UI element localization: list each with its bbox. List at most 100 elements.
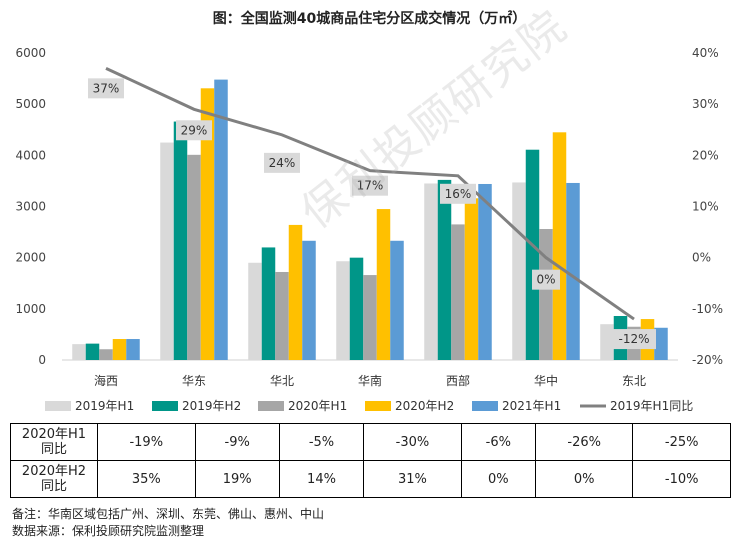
chart-canvas: 0 1000 2000 3000 4000 5000 6000 -20% -10% 0% 10% 2…	[15, 46, 723, 413]
data-label: -12%	[618, 332, 649, 346]
data-label: 37%	[93, 81, 120, 95]
bar	[525, 149, 540, 360]
yoy-cell: 19%	[194, 460, 280, 498]
data-label: 0%	[536, 273, 555, 287]
y-left-tick-label: 4000	[15, 148, 46, 162]
remark-note: 备注：华南区域包括广州、深圳、东莞、佛山、惠州、中山	[12, 507, 325, 521]
legend-label: 2019年H1	[75, 399, 134, 413]
yoy-line	[105, 66, 635, 321]
data-label-box	[88, 78, 124, 99]
data-label: 17%	[357, 179, 384, 193]
legend-swatch	[258, 401, 284, 411]
data-label: 16%	[445, 187, 472, 201]
legend-label: 2020年H1	[288, 399, 347, 413]
bar	[363, 275, 377, 360]
category-label: 西部	[446, 373, 470, 388]
y-left-tick-label: 0	[38, 353, 46, 367]
bar	[99, 349, 113, 360]
bar	[349, 257, 364, 360]
yoy-cell: 31%	[363, 460, 462, 498]
data-label-box	[532, 269, 560, 290]
y-right-tick-label: 20%	[692, 148, 719, 162]
legend-swatch	[365, 401, 391, 411]
legend-swatch	[472, 401, 498, 411]
yoy-row-label: 2020年H2 同比	[10, 460, 98, 498]
y-left-tick-label: 5000	[15, 97, 46, 111]
yoy-cell: -5%	[278, 423, 365, 461]
y-right-tick-label: -10%	[692, 302, 723, 316]
category-label: 华北	[270, 374, 294, 388]
bar	[451, 224, 465, 360]
data-label-box	[176, 120, 212, 141]
bar	[512, 182, 526, 360]
y-right-tick-label: 30%	[692, 97, 719, 111]
y-left-tick-label: 1000	[15, 302, 46, 316]
bar	[187, 154, 201, 360]
data-label: 29%	[181, 123, 208, 137]
data-label-box	[264, 152, 300, 173]
data-label: 24%	[269, 156, 296, 170]
legend-swatch	[152, 401, 178, 411]
data-label-box	[612, 329, 656, 350]
bar	[424, 183, 438, 360]
legend-label: 2019年H2	[182, 399, 241, 413]
legend: 2019年H1 2019年H2 2020年H1 2020年H2 2021年H1 2019年…	[45, 399, 693, 413]
legend-label: 2021年H1	[502, 399, 561, 413]
yoy-cell: 0%	[460, 460, 536, 498]
yoy-cell: -6%	[460, 423, 536, 461]
bar	[302, 240, 316, 360]
y-left-tick-label: 6000	[15, 46, 46, 60]
bar	[160, 142, 174, 360]
yoy-row-label: 2020年H1 同比	[10, 423, 98, 461]
y-left-tick-label: 3000	[15, 200, 46, 214]
category-label: 海西	[94, 373, 118, 388]
bar	[464, 198, 479, 360]
yoy-cell: -30%	[363, 423, 462, 461]
yoy-cell: -26%	[534, 423, 634, 461]
bar	[376, 209, 391, 360]
yoy-cell: 35%	[97, 460, 196, 498]
bar	[654, 327, 668, 360]
bar	[200, 88, 215, 361]
y-axis-right: -20% -10% 0% 10% 20% 30% 40%	[692, 46, 723, 367]
bar	[72, 344, 86, 360]
bar	[112, 339, 127, 360]
y-right-tick-label: 10%	[692, 200, 719, 214]
legend-swatch	[45, 401, 71, 411]
bar	[552, 132, 567, 360]
bar	[85, 343, 100, 360]
bar	[336, 261, 350, 360]
bar	[214, 79, 228, 361]
yoy-table-row: 2020年H1 同比 -19% -9% -5% -30% -6% -26% -25%	[10, 423, 731, 461]
bar	[173, 121, 188, 361]
yoy-line-series: 37% 29% 24% 17% 16% 0% -12%	[88, 66, 656, 350]
y-right-tick-label: 40%	[692, 46, 719, 60]
data-label-box	[352, 175, 388, 196]
bar	[478, 183, 492, 360]
bar	[261, 247, 276, 360]
yoy-cell: -10%	[632, 460, 731, 498]
yoy-cell: 0%	[534, 460, 634, 498]
bar	[600, 324, 614, 360]
yoy-table: 2020年H1 同比 -19% -9% -5% -30% -6% -26% -25% 2020年H…	[10, 423, 731, 498]
category-labels: 海西 华东 华北 华南 西部 华中 东北	[94, 373, 646, 388]
bar	[539, 229, 553, 360]
y-right-tick-label: 0%	[692, 251, 711, 265]
bar	[288, 224, 303, 360]
chart-title: 图：全国监测40城商品住宅分区成交情况（万㎡）	[212, 11, 527, 27]
bar	[437, 179, 452, 360]
source-note: 数据来源：保利投顾研究院监测整理	[12, 524, 205, 538]
bar-series	[72, 79, 668, 361]
notes: 备注：华南区域包括广州、深圳、东莞、佛山、惠州、中山 数据来源：保利投顾研究院监…	[12, 506, 324, 540]
yoy-cell: 14%	[278, 460, 365, 498]
legend-label: 2020年H2	[395, 399, 454, 413]
bar	[126, 339, 140, 360]
y-axis-left: 0 1000 2000 3000 4000 5000 6000	[15, 46, 46, 367]
category-label: 华南	[358, 373, 382, 388]
category-label: 华中	[534, 373, 558, 388]
legend-label: 2019年H1同比	[610, 399, 693, 413]
yoy-cell: -9%	[194, 423, 280, 461]
category-label: 华东	[182, 374, 206, 388]
yoy-cell: -19%	[97, 423, 196, 461]
bar	[248, 262, 262, 360]
